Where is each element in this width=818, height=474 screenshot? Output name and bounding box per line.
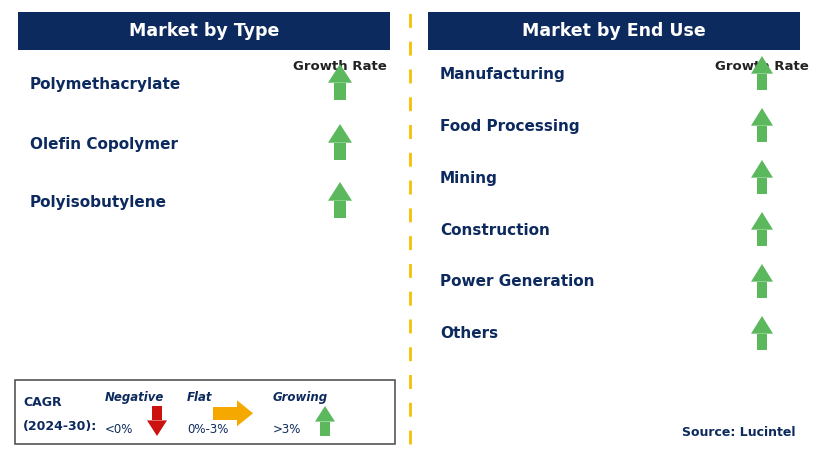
Text: 0%-3%: 0%-3% (187, 423, 228, 437)
Text: Others: Others (440, 327, 498, 341)
Polygon shape (757, 126, 767, 142)
Polygon shape (335, 201, 345, 218)
Text: Growing: Growing (273, 392, 328, 404)
Text: <0%: <0% (105, 423, 133, 437)
Text: Negative: Negative (105, 392, 164, 404)
Polygon shape (757, 282, 767, 298)
Text: Market by End Use: Market by End Use (522, 22, 706, 40)
Polygon shape (757, 73, 767, 90)
Polygon shape (237, 400, 253, 426)
Polygon shape (321, 421, 330, 436)
Text: Growth Rate: Growth Rate (715, 60, 809, 73)
Polygon shape (751, 56, 773, 73)
Polygon shape (147, 420, 167, 436)
Text: (2024-30):: (2024-30): (23, 419, 97, 433)
Text: >3%: >3% (273, 423, 301, 437)
Text: Power Generation: Power Generation (440, 274, 595, 290)
Polygon shape (751, 264, 773, 282)
Polygon shape (751, 108, 773, 126)
Polygon shape (152, 406, 162, 420)
Polygon shape (751, 160, 773, 178)
Polygon shape (315, 406, 335, 421)
Text: Olefin Copolymer: Olefin Copolymer (30, 137, 178, 152)
Text: Mining: Mining (440, 171, 498, 185)
Polygon shape (757, 334, 767, 350)
Text: Food Processing: Food Processing (440, 118, 580, 134)
Bar (15, 380, 395, 444)
Bar (428, 12, 800, 50)
Polygon shape (751, 316, 773, 334)
Text: Flat: Flat (187, 392, 213, 404)
Text: Polymethacrylate: Polymethacrylate (30, 76, 182, 91)
Polygon shape (335, 83, 345, 100)
Polygon shape (328, 182, 352, 201)
Text: Polyisobutylene: Polyisobutylene (30, 194, 167, 210)
Polygon shape (757, 230, 767, 246)
Polygon shape (757, 178, 767, 194)
Text: Source: Lucintel: Source: Lucintel (681, 426, 795, 438)
Text: Construction: Construction (440, 222, 550, 237)
Bar (18, 12, 390, 50)
Polygon shape (335, 143, 345, 160)
Text: Growth Rate: Growth Rate (293, 60, 387, 73)
Text: Manufacturing: Manufacturing (440, 66, 566, 82)
Polygon shape (213, 407, 237, 420)
Polygon shape (751, 212, 773, 230)
Polygon shape (328, 64, 352, 83)
Text: Market by Type: Market by Type (128, 22, 279, 40)
Text: CAGR: CAGR (23, 396, 61, 409)
Polygon shape (328, 124, 352, 143)
